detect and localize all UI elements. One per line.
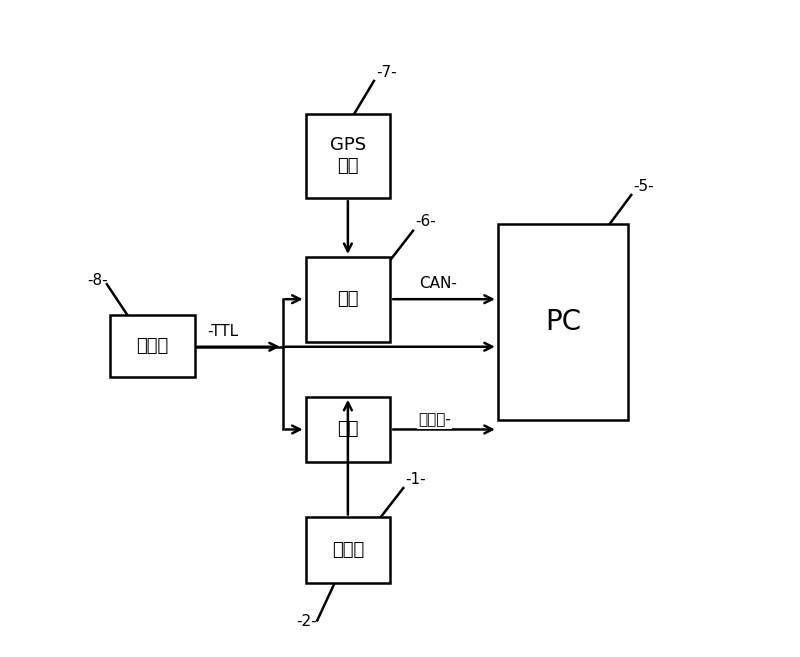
Text: GPS
天线: GPS 天线 (330, 137, 366, 175)
Text: -2-: -2- (296, 614, 316, 629)
Text: -6-: -6- (415, 214, 436, 229)
Text: 相机: 相机 (337, 420, 358, 438)
Bar (306, 518, 390, 583)
Text: 触发板: 触发板 (136, 338, 169, 355)
Text: 千兆网-: 千兆网- (418, 413, 451, 428)
Bar (498, 224, 628, 420)
Bar (306, 114, 390, 198)
Text: -TTL: -TTL (207, 324, 238, 339)
Text: -1-: -1- (406, 472, 426, 487)
Text: 投影机: 投影机 (332, 541, 364, 559)
Text: CAN-: CAN- (419, 277, 457, 291)
Bar (306, 257, 390, 342)
Text: -5-: -5- (634, 179, 654, 194)
Bar (110, 315, 194, 377)
Text: -7-: -7- (376, 64, 397, 79)
Text: PC: PC (545, 308, 581, 336)
Text: 惯导: 惯导 (337, 290, 358, 308)
Text: -8-: -8- (87, 273, 108, 288)
Bar (306, 397, 390, 462)
